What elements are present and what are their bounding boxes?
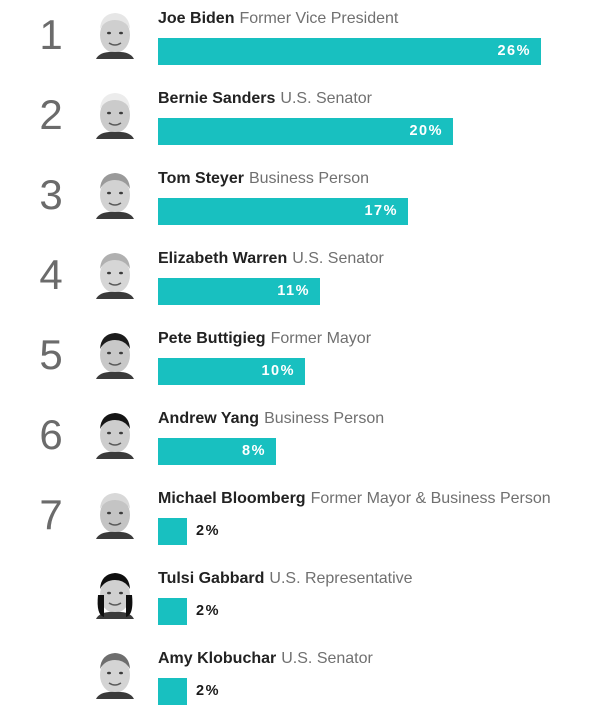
candidate-name: Michael Bloomberg	[158, 490, 306, 507]
rank-number: 6	[39, 411, 63, 458]
portrait-icon	[96, 413, 134, 459]
candidate-label: Joe Biden Former Vice President	[158, 9, 398, 29]
candidate-name: Joe Biden	[158, 10, 235, 27]
candidate-title: U.S. Senator	[280, 90, 372, 107]
candidate-row: 6 Andrew Yang Business Person 8%	[0, 400, 606, 480]
candidate-label: Pete Buttigieg Former Mayor	[158, 329, 371, 349]
value-label: 2%	[196, 603, 220, 619]
value-label: 17%	[364, 203, 398, 219]
candidate-name: Elizabeth Warren	[158, 250, 288, 267]
candidate-label: Bernie Sanders U.S. Senator	[158, 89, 372, 109]
rank-number: 1	[39, 11, 63, 58]
value-label: 20%	[409, 123, 443, 139]
candidate-row: 4 Elizabeth Warren U.S. Senator 11%	[0, 240, 606, 320]
candidate-row: 5 Pete Buttigieg Former Mayor 10%	[0, 320, 606, 400]
candidate-name: Tulsi Gabbard	[158, 570, 265, 587]
candidate-label: Amy Klobuchar U.S. Senator	[158, 649, 373, 669]
candidate-row: 7 Michael Bloomberg Former Mayor & Busines…	[0, 480, 606, 560]
candidate-row: 3 Tom Steyer Business Person 17%	[0, 160, 606, 240]
candidate-label: Andrew Yang Business Person	[158, 409, 384, 429]
value-label: 10%	[261, 363, 295, 379]
candidate-title: Former Vice President	[239, 10, 399, 27]
rank-number: 5	[39, 331, 63, 378]
rank-number: 2	[39, 91, 63, 138]
candidate-title: Former Mayor	[270, 330, 372, 347]
portrait-icon	[96, 493, 134, 539]
value-label: 2%	[196, 523, 220, 539]
rank-number: 7	[39, 491, 63, 538]
portrait-icon	[96, 173, 134, 219]
value-label: 26%	[497, 43, 531, 59]
candidate-title: Business Person	[248, 170, 370, 187]
candidate-name: Pete Buttigieg	[158, 330, 266, 347]
candidate-title: Former Mayor & Business Person	[310, 490, 551, 507]
portrait-icon	[96, 93, 134, 139]
rank-number: 3	[39, 171, 63, 218]
candidate-row: 2 Bernie Sanders U.S. Senator 20%	[0, 80, 606, 160]
candidate-row: Tulsi Gabbard U.S. Representative 2%	[0, 560, 606, 640]
value-bar	[158, 278, 320, 305]
value-bar	[158, 598, 187, 625]
value-label: 2%	[196, 683, 220, 699]
value-label: 8%	[242, 443, 266, 459]
value-label: 11%	[277, 283, 310, 299]
value-bar	[158, 358, 305, 385]
candidate-title: Business Person	[264, 410, 385, 427]
portrait-icon	[96, 333, 134, 379]
value-bar	[158, 438, 276, 465]
candidate-title: U.S. Senator	[292, 250, 384, 267]
candidate-title: U.S. Senator	[281, 650, 373, 667]
value-bar	[158, 198, 408, 225]
portrait-icon	[96, 253, 134, 299]
portrait-icon	[96, 653, 134, 699]
value-bar	[158, 118, 453, 145]
value-bar	[158, 678, 187, 705]
candidate-label: Tom Steyer Business Person	[158, 169, 369, 189]
rank-number: 4	[39, 251, 63, 298]
value-bar	[158, 518, 187, 545]
candidate-label: Elizabeth Warren U.S. Senator	[158, 249, 384, 269]
candidate-row: 1 Joe Biden Former Vice President 26%	[0, 0, 606, 80]
candidate-name: Tom Steyer	[158, 170, 244, 187]
candidate-label: Michael Bloomberg Former Mayor & Business…	[158, 489, 551, 509]
candidate-title: U.S. Representative	[269, 570, 413, 587]
candidate-label: Tulsi Gabbard U.S. Representative	[158, 569, 413, 589]
portrait-icon	[96, 573, 134, 619]
portrait-icon	[96, 13, 134, 59]
candidate-name: Amy Klobuchar	[158, 650, 277, 667]
value-bar	[158, 38, 541, 65]
candidate-row: Amy Klobuchar U.S. Senator 2%	[0, 640, 606, 720]
candidate-name: Bernie Sanders	[158, 90, 276, 107]
candidate-name: Andrew Yang	[158, 410, 260, 427]
